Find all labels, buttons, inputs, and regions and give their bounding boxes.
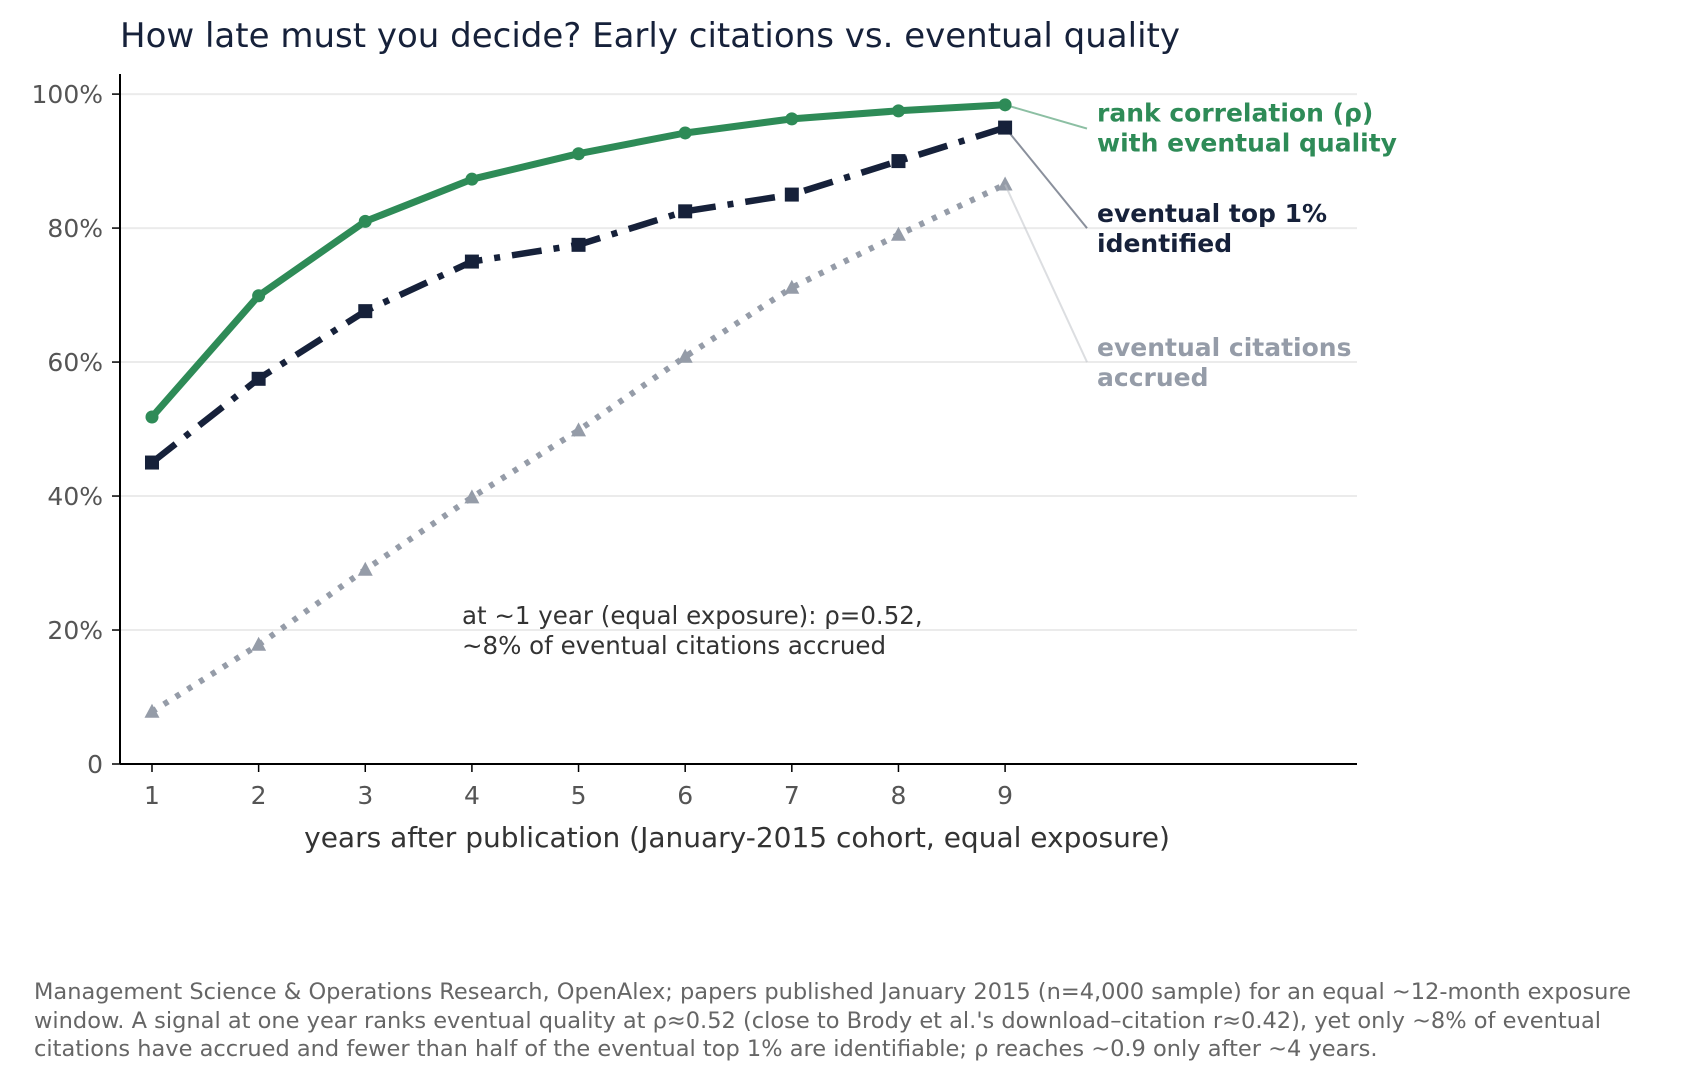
data-point <box>891 154 906 169</box>
axes <box>119 74 1357 765</box>
series-label-line: with eventual quality <box>1097 129 1397 158</box>
annotation-line-1: at ~1 year (equal exposure): ρ=0.52, <box>462 601 923 630</box>
x-tick-label: 8 <box>891 781 907 810</box>
y-tick-label: 100% <box>32 80 103 109</box>
series-label-cites: eventual citations accrued <box>1097 333 1351 392</box>
data-point <box>997 176 1013 191</box>
data-point <box>144 455 159 470</box>
y-axis-ticks: 0 20% 40% 60% 80% 100% <box>32 80 120 779</box>
series-labels: rank correlation (ρ) with eventual qualit… <box>1004 99 1397 392</box>
series-top1 <box>144 120 1013 470</box>
y-tick-label: 0 <box>87 750 103 779</box>
y-tick-label: 80% <box>47 214 103 243</box>
y-tick-label: 60% <box>47 348 103 377</box>
data-point <box>465 172 479 186</box>
x-tick-label: 3 <box>357 781 373 810</box>
leader-line-rho <box>1004 103 1088 130</box>
data-point <box>677 348 693 363</box>
leader-line-cites <box>1004 184 1088 363</box>
series-label-line: rank correlation (ρ) <box>1097 99 1373 128</box>
data-point <box>784 279 800 294</box>
y-tick-label: 40% <box>47 482 103 511</box>
data-point <box>251 636 267 651</box>
series-cites <box>144 176 1013 718</box>
x-axis-ticks: 1 2 3 4 5 6 7 8 9 <box>144 764 1013 810</box>
leader-line-top1 <box>1004 126 1088 229</box>
x-axis-label: years after publication (January-2015 co… <box>304 821 1170 854</box>
data-point <box>572 147 586 161</box>
chart-title: How late must you decide? Early citation… <box>120 16 1180 56</box>
series-layer <box>144 98 1013 718</box>
figure-caption: Management Science & Operations Research… <box>34 979 1632 1062</box>
x-tick-label: 4 <box>464 781 480 810</box>
annotation: at ~1 year (equal exposure): ρ=0.52, ~8%… <box>462 601 930 660</box>
data-point <box>571 237 586 252</box>
data-point <box>252 289 266 303</box>
data-point <box>357 561 373 576</box>
data-point <box>784 187 799 202</box>
data-point <box>785 112 799 126</box>
data-point <box>145 410 159 424</box>
line-chart: How late must you decide? Early citation… <box>32 16 1397 854</box>
series-label-line: eventual citations <box>1097 333 1351 362</box>
data-point <box>571 422 587 437</box>
series-label-line: eventual top 1% <box>1097 199 1327 228</box>
series-label-line: identified <box>1097 229 1232 258</box>
x-tick-label: 7 <box>784 781 800 810</box>
data-point <box>358 304 373 319</box>
data-point <box>464 254 479 269</box>
x-tick-label: 6 <box>677 781 693 810</box>
data-point <box>890 226 906 241</box>
x-tick-label: 2 <box>251 781 267 810</box>
data-point <box>358 214 372 228</box>
y-tick-label: 20% <box>47 616 103 645</box>
series-label-top1: eventual top 1% identified <box>1097 199 1327 258</box>
grid-lines <box>120 93 1357 632</box>
x-tick-label: 1 <box>144 781 160 810</box>
annotation-line-2: ~8% of eventual citations accrued <box>462 631 886 660</box>
data-point <box>891 104 905 118</box>
x-tick-label: 9 <box>997 781 1013 810</box>
series-label-line: accrued <box>1097 363 1209 392</box>
series-line-cites <box>150 181 1007 715</box>
series-label-rho: rank correlation (ρ) with eventual qualit… <box>1097 99 1397 158</box>
series-rho <box>145 98 1012 424</box>
series-line-top1 <box>149 124 1007 466</box>
data-point <box>251 371 266 386</box>
x-tick-label: 5 <box>571 781 587 810</box>
data-point <box>678 204 693 219</box>
data-point <box>464 489 480 504</box>
data-point <box>144 703 160 718</box>
data-point <box>678 126 692 140</box>
